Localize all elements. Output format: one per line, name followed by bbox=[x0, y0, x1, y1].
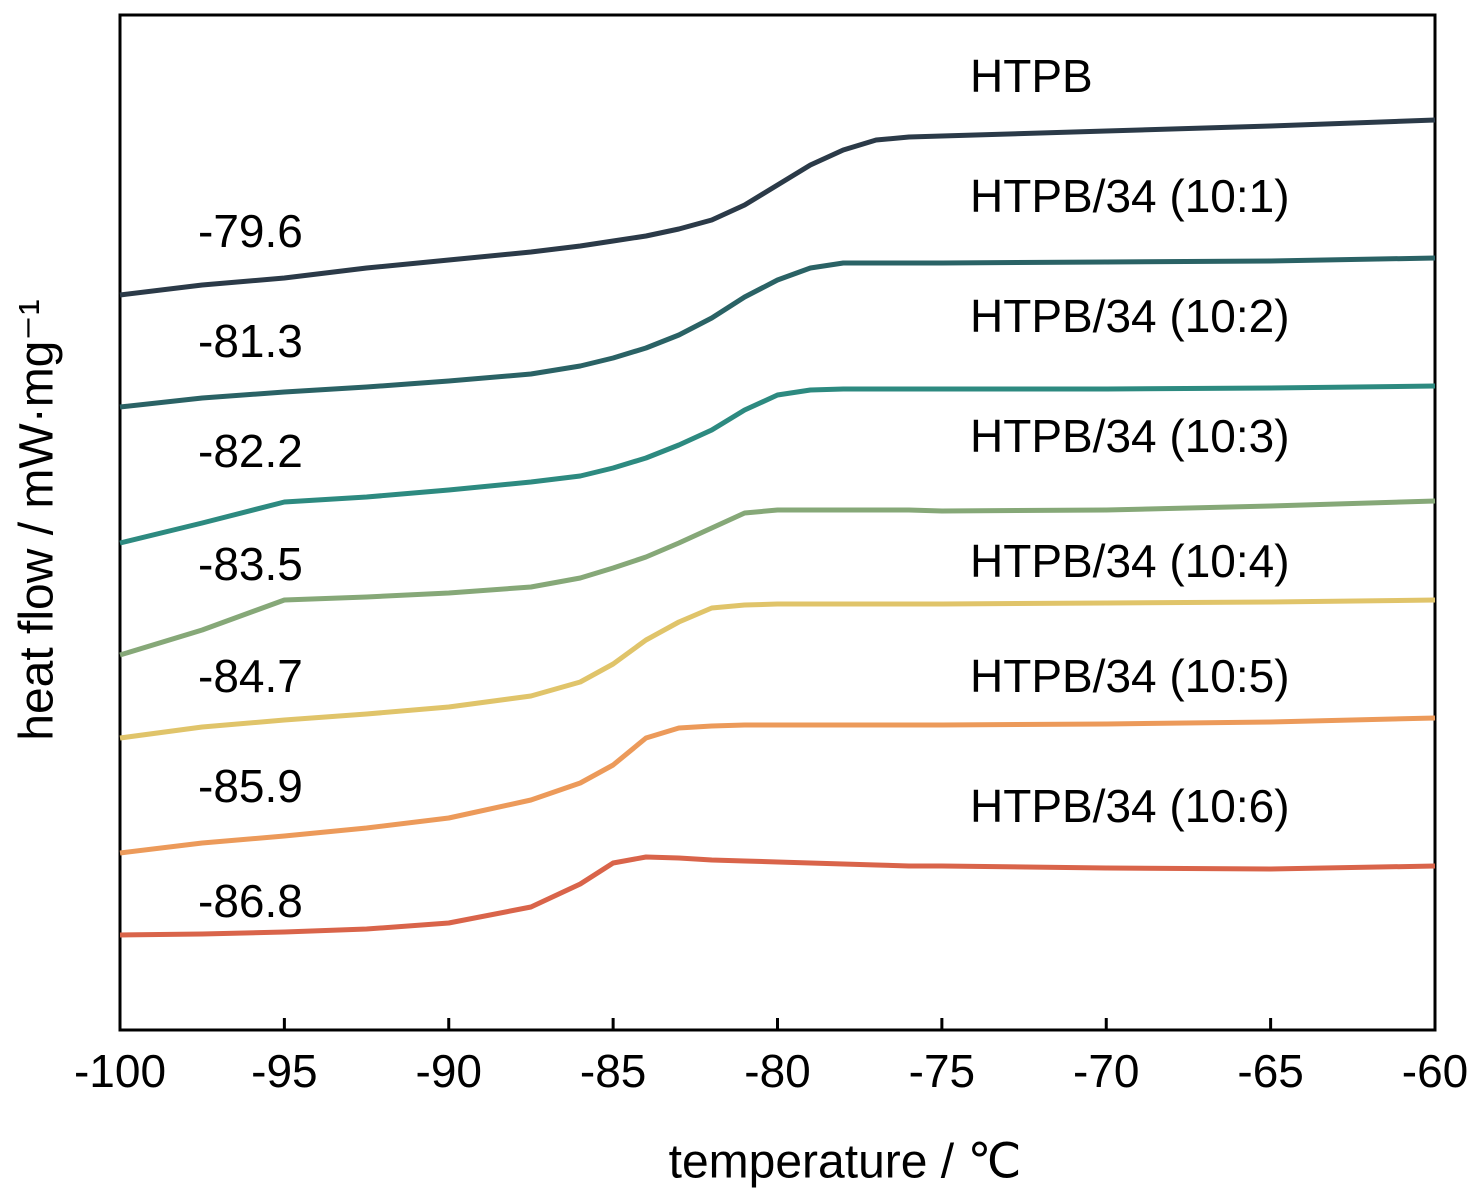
x-tick-label: -75 bbox=[909, 1045, 975, 1097]
x-tick-label: -95 bbox=[251, 1045, 317, 1097]
legend-label: HTPB bbox=[970, 50, 1093, 102]
data-line bbox=[119, 117, 1436, 298]
tg-label: -82.2 bbox=[198, 425, 303, 477]
data-line bbox=[119, 597, 1436, 741]
legend-label: HTPB/34 (10:5) bbox=[970, 650, 1290, 702]
plot-frame bbox=[118, 13, 1437, 1032]
tg-label: -83.5 bbox=[198, 538, 303, 590]
x-tick-label: -90 bbox=[416, 1045, 482, 1097]
x-tick-label: -85 bbox=[580, 1045, 646, 1097]
x-axis-label: temperature / ℃ bbox=[669, 1136, 1022, 1189]
x-tick-label: -80 bbox=[744, 1045, 810, 1097]
tg-label: -86.8 bbox=[198, 875, 303, 927]
data-line bbox=[119, 255, 1436, 410]
legend-label: HTPB/34 (10:6) bbox=[970, 780, 1290, 832]
tg-label: -84.7 bbox=[198, 650, 303, 702]
x-tick-label: -60 bbox=[1402, 1045, 1468, 1097]
legend-label: HTPB/34 (10:4) bbox=[970, 535, 1290, 587]
data-line bbox=[119, 854, 1436, 938]
tg-label: -85.9 bbox=[198, 760, 303, 812]
legend-label: HTPB/34 (10:3) bbox=[970, 410, 1290, 462]
y-axis-label: heat flow / mW·mg⁻¹ bbox=[11, 299, 64, 740]
data-line bbox=[119, 498, 1436, 658]
x-tick-label: -100 bbox=[74, 1045, 166, 1097]
data-line bbox=[119, 715, 1436, 856]
legend-label: HTPB/34 (10:2) bbox=[970, 290, 1290, 342]
tg-label: -81.3 bbox=[198, 315, 303, 367]
data-line bbox=[119, 383, 1436, 546]
legend-label: HTPB/34 (10:1) bbox=[970, 170, 1290, 222]
x-tick-label: -70 bbox=[1073, 1045, 1139, 1097]
x-tick-label: -65 bbox=[1237, 1045, 1303, 1097]
tg-label: -79.6 bbox=[198, 205, 303, 257]
